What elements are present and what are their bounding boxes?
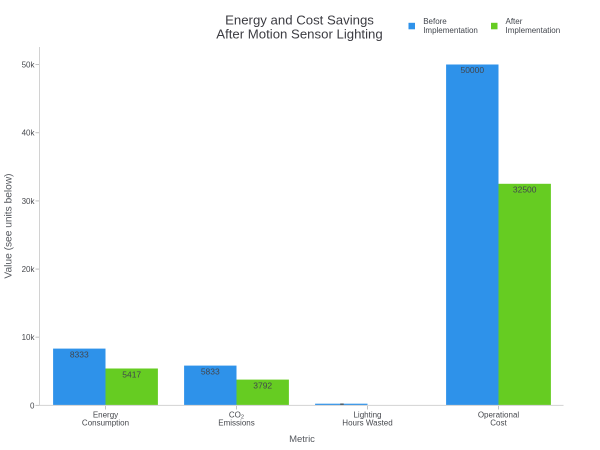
- svg-text:After Motion Sensor Lighting: After Motion Sensor Lighting: [216, 27, 382, 42]
- svg-text:40k: 40k: [22, 129, 36, 138]
- svg-text:Implementation: Implementation: [423, 26, 478, 35]
- svg-text:Consumption: Consumption: [82, 418, 129, 427]
- svg-text:Energy and Cost Savings: Energy and Cost Savings: [225, 13, 374, 28]
- svg-text:5833: 5833: [201, 367, 220, 377]
- svg-text:20k: 20k: [22, 265, 36, 274]
- svg-text:Metric: Metric: [289, 434, 315, 445]
- svg-text:Operational: Operational: [478, 410, 520, 419]
- svg-text:Implementation: Implementation: [506, 26, 561, 35]
- svg-text:10k: 10k: [22, 333, 36, 342]
- svg-text:Cost: Cost: [490, 418, 507, 427]
- svg-text:50000: 50000: [460, 65, 484, 75]
- svg-text:0: 0: [30, 401, 35, 410]
- svg-text:CO2: CO2: [229, 410, 244, 420]
- svg-text:Energy: Energy: [93, 410, 118, 419]
- svg-text:3792: 3792: [253, 381, 272, 391]
- svg-text:8333: 8333: [70, 350, 89, 360]
- svg-text:50k: 50k: [22, 60, 36, 69]
- svg-text:30k: 30k: [22, 197, 36, 206]
- svg-text:32500: 32500: [513, 185, 537, 195]
- svg-text:Value (see units below): Value (see units below): [4, 173, 15, 278]
- svg-text:Lighting: Lighting: [353, 410, 381, 419]
- svg-text:After: After: [506, 17, 523, 26]
- svg-text:Hours Wasted: Hours Wasted: [342, 418, 392, 427]
- svg-text:Emissions: Emissions: [218, 418, 254, 427]
- svg-text:Before: Before: [423, 17, 447, 26]
- svg-text:5417: 5417: [122, 369, 141, 379]
